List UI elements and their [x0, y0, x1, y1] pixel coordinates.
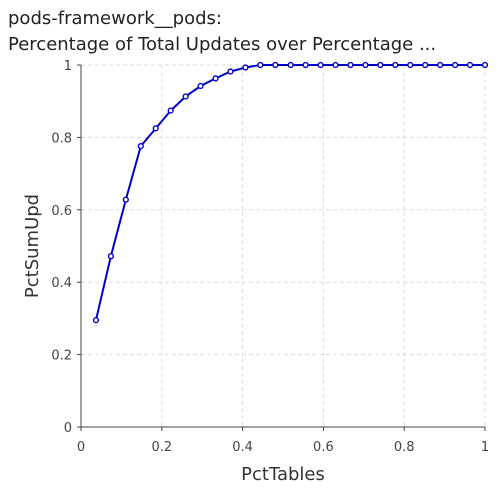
data-point: [182, 93, 189, 100]
data-point: [347, 61, 354, 69]
y-tick-label: 0: [64, 421, 72, 436]
chart-title-line-2: Percentage of Total Updates over Percent…: [8, 34, 436, 55]
data-point: [242, 64, 249, 71]
y-axis-label: PctSumUpd: [22, 194, 43, 298]
data-point: [92, 317, 100, 324]
data-point: [437, 61, 444, 69]
grid: [81, 64, 486, 427]
x-tick-label: 0.6: [313, 440, 334, 455]
data-point: [332, 61, 339, 69]
x-tick-label: 0: [77, 440, 85, 455]
axes: [80, 65, 485, 428]
data-point: [392, 61, 399, 69]
data-point: [317, 61, 324, 69]
y-tick-label: 1: [64, 59, 72, 74]
data-point: [197, 82, 204, 90]
data-point: [122, 196, 129, 203]
data-point: [167, 107, 174, 114]
data-point: [227, 68, 234, 75]
x-axis-label: PctTables: [241, 464, 325, 485]
series: [92, 61, 489, 324]
x-tick-label: 0.2: [151, 440, 172, 455]
data-point: [152, 125, 159, 132]
data-point: [257, 61, 264, 69]
y-tick-label: 0.4: [51, 276, 72, 291]
data-point: [422, 61, 429, 69]
y-tick-label: 0.8: [51, 131, 72, 146]
data-point: [272, 61, 279, 69]
y-tick-label: 0.2: [51, 349, 72, 364]
data-point: [377, 61, 384, 69]
y-tick-label: 0.6: [51, 204, 72, 219]
data-point: [137, 142, 144, 150]
data-point: [466, 61, 474, 69]
chart-title-line-1: pods-framework__pods:: [8, 8, 222, 29]
data-point: [407, 61, 414, 69]
x-tick-label: 1: [481, 440, 489, 455]
data-point: [452, 61, 459, 69]
data-point: [302, 61, 309, 69]
x-axis-ticks: 0 0.2 0.4 0.6 0.8 1: [77, 427, 489, 455]
data-point: [481, 61, 489, 69]
data-point: [287, 61, 294, 69]
data-point: [107, 253, 114, 260]
y-axis-ticks: 0 0.2 0.4 0.6 0.8 1: [51, 59, 81, 436]
data-point: [362, 61, 369, 69]
x-tick-label: 0.8: [394, 440, 415, 455]
data-point: [212, 75, 219, 82]
x-tick-label: 0.4: [232, 440, 253, 455]
